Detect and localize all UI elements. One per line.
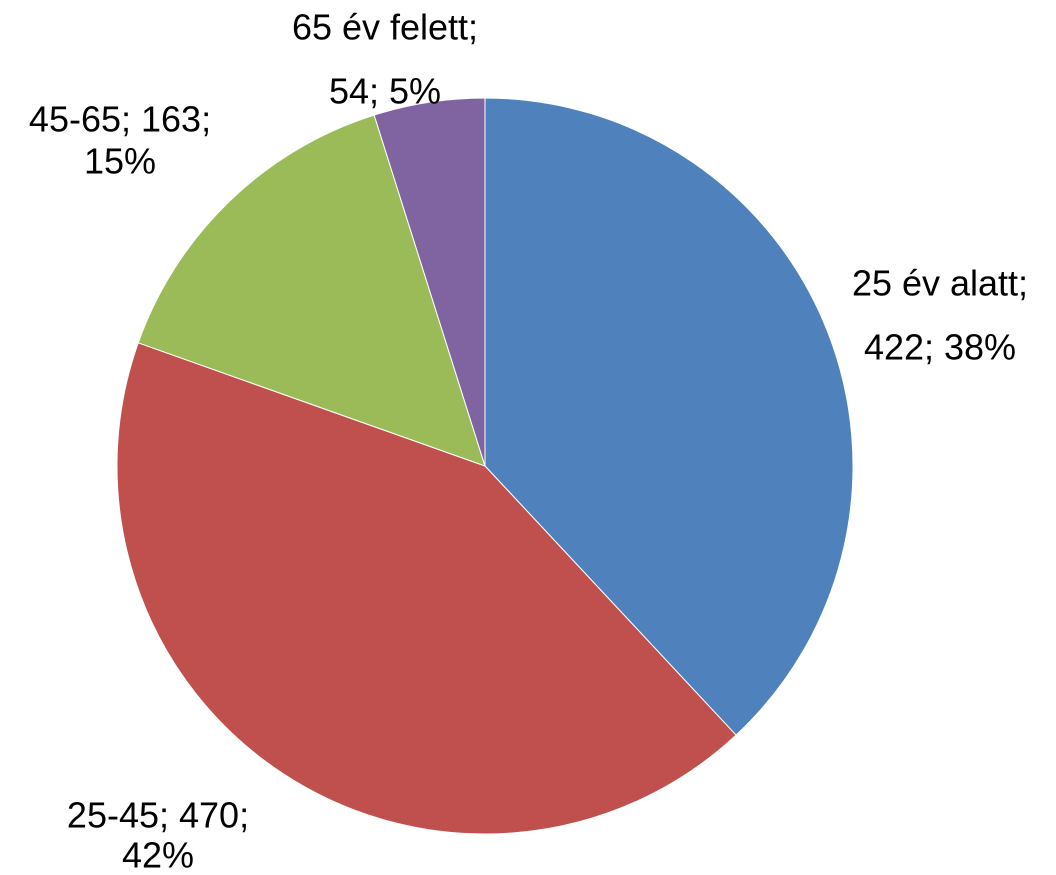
data-label: 65 év felett; xyxy=(292,7,478,48)
data-label: 54; 5% xyxy=(329,71,441,112)
data-label: 45-65; 163; xyxy=(29,99,211,140)
data-label: 25 év alatt; xyxy=(852,263,1028,304)
data-label: 422; 38% xyxy=(864,327,1016,368)
pie-slice xyxy=(373,97,486,467)
data-label: 42% xyxy=(122,835,194,875)
pie-slice xyxy=(484,97,854,736)
data-label: 25-45; 470; xyxy=(67,795,249,836)
pie-slice xyxy=(137,114,486,467)
pie-slice xyxy=(116,342,737,835)
data-label: 15% xyxy=(84,141,156,182)
